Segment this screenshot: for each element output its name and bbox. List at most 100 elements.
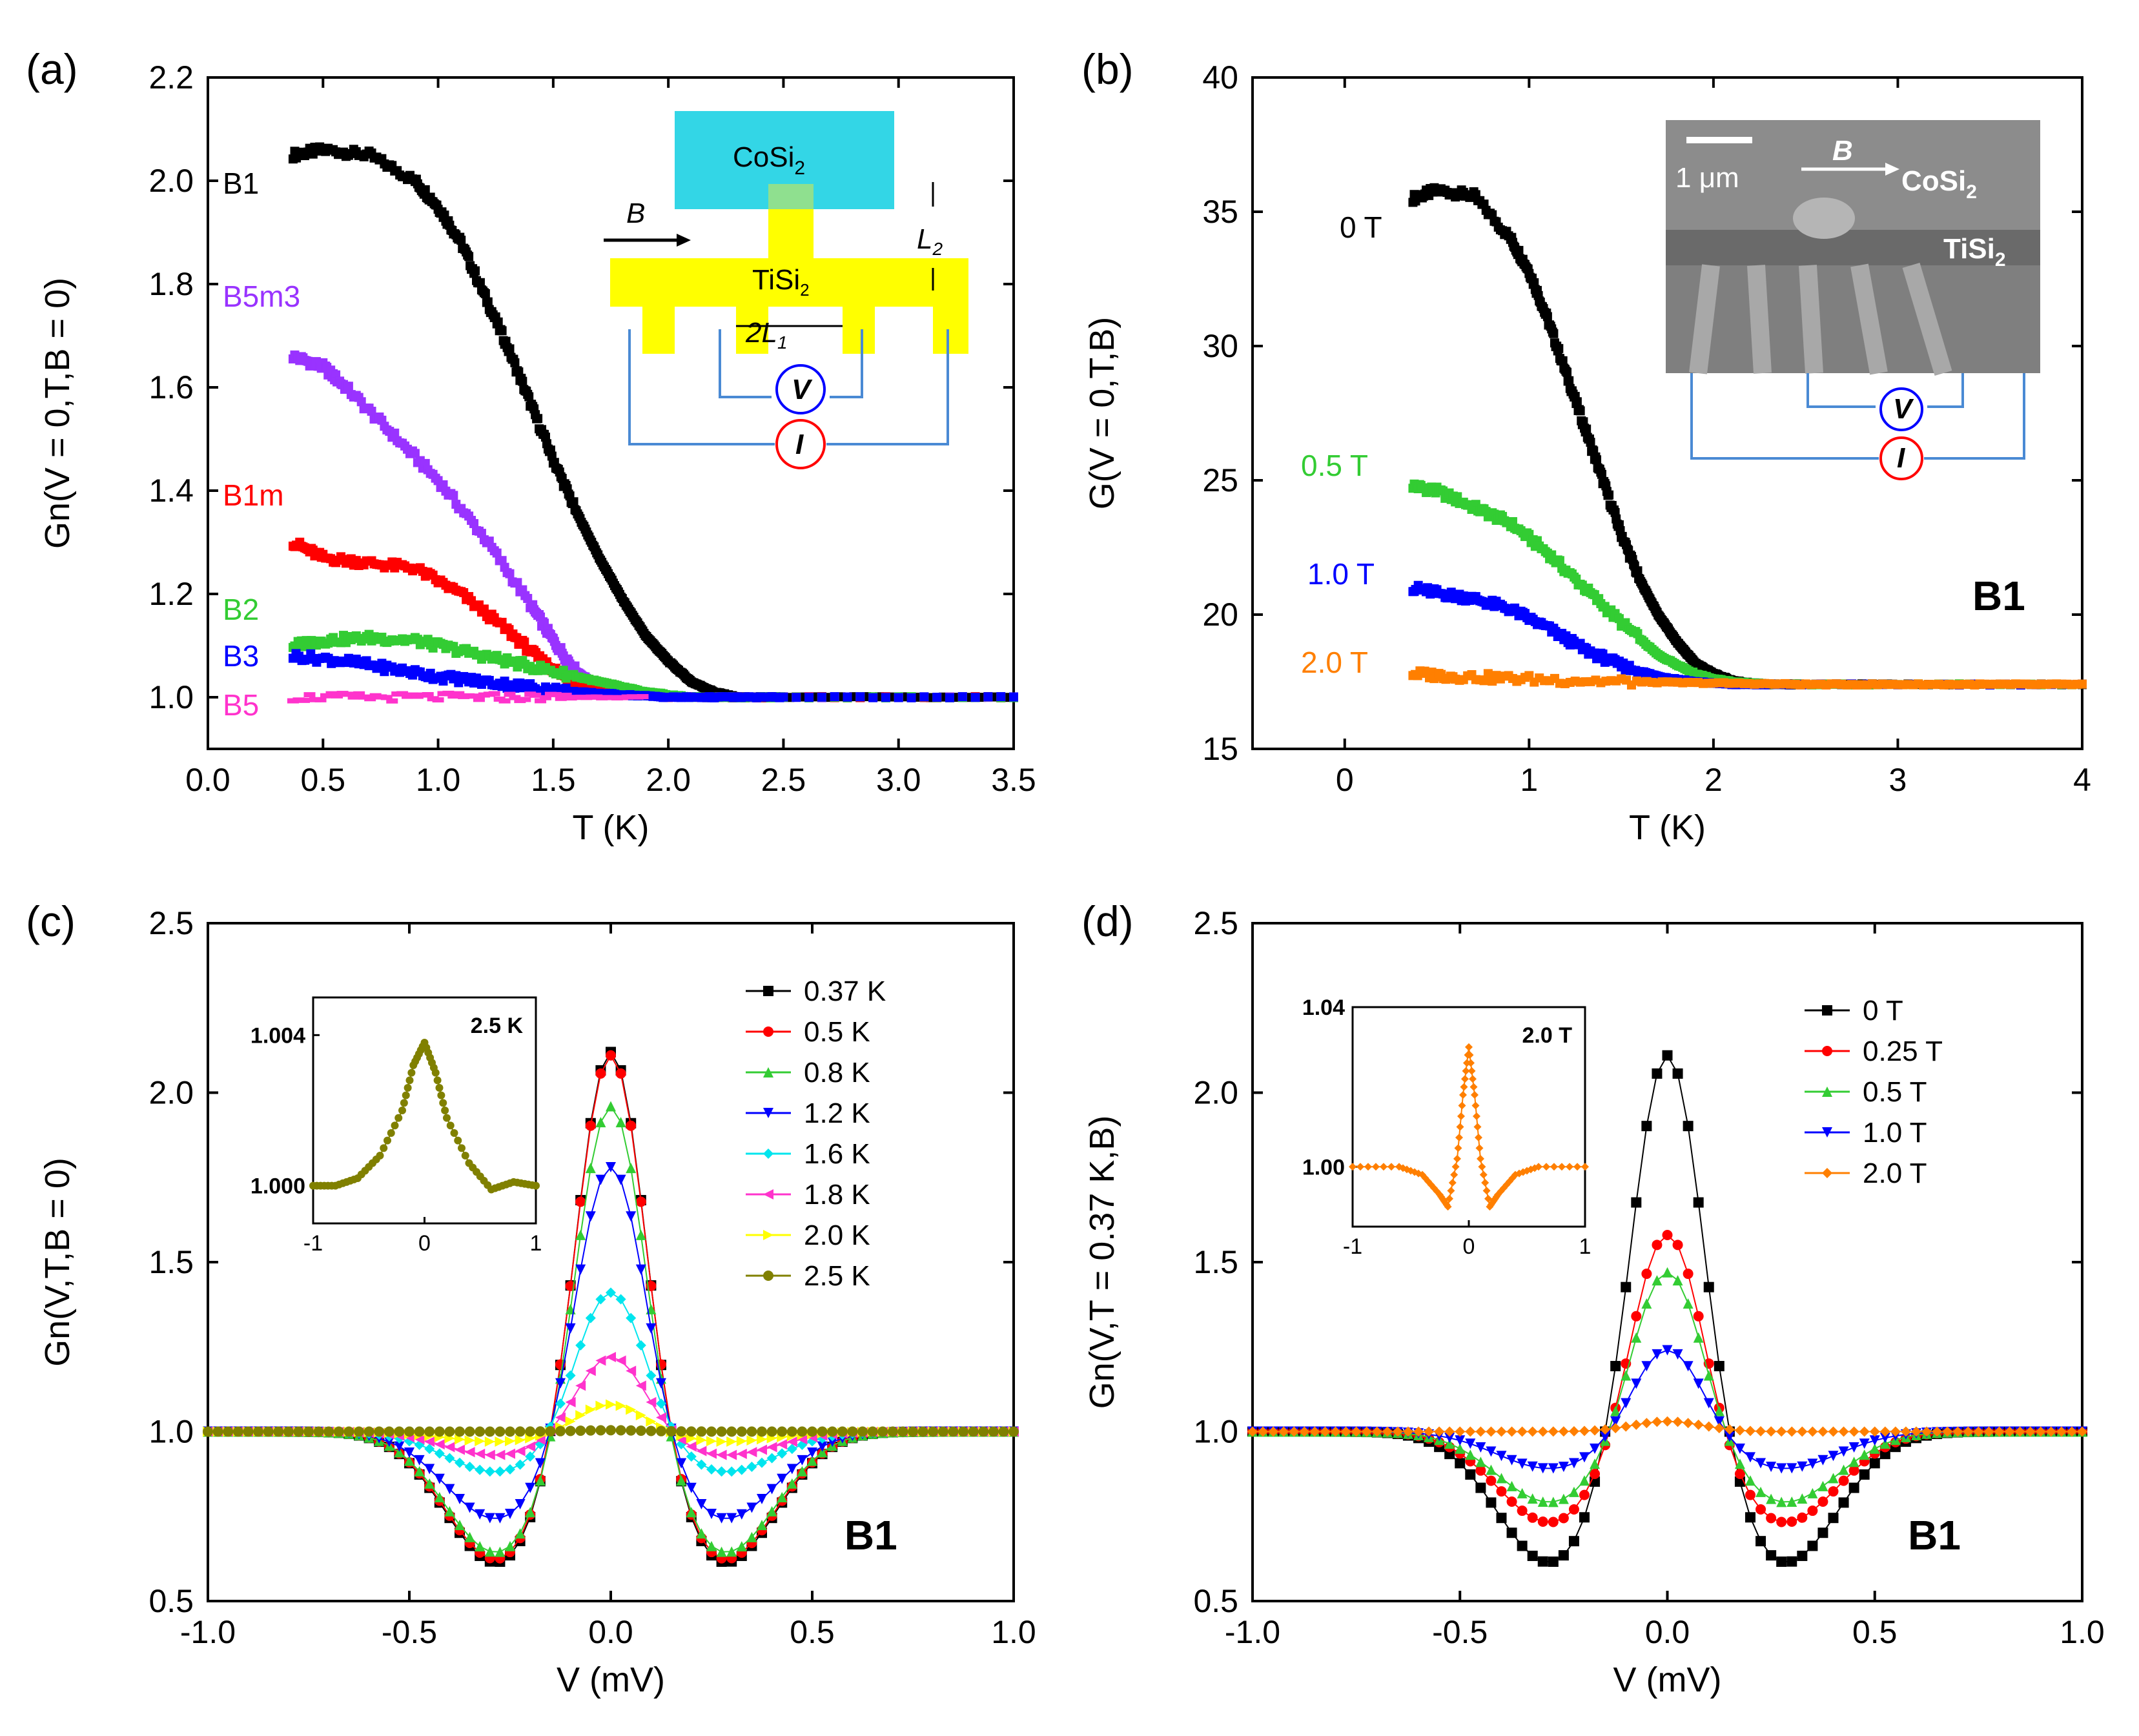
data-point <box>1621 1421 1632 1432</box>
device-schematic: CoSi2 TiSi2 B 2L1 L2 V I <box>604 111 968 469</box>
inset-point <box>1471 1101 1480 1110</box>
data-point <box>1568 1504 1579 1515</box>
data-point <box>706 1508 717 1519</box>
inset-point <box>1460 1083 1468 1091</box>
y-tick-label: 35 <box>1202 194 1238 230</box>
data-point <box>444 1506 455 1516</box>
inset-point <box>1450 1170 1458 1179</box>
data-point <box>937 1426 948 1437</box>
data-point <box>726 1436 737 1447</box>
data-point <box>1755 1458 1766 1469</box>
data-point <box>817 1447 828 1458</box>
data-point <box>1848 1442 1859 1453</box>
x-tick-label: 0.0 <box>588 1614 633 1650</box>
inset-point <box>1458 1101 1466 1110</box>
y-tick-label: 1.6 <box>148 369 194 405</box>
data-point <box>807 1426 817 1437</box>
data-point <box>223 1426 234 1437</box>
series-label: 0.5 T <box>1301 449 1368 482</box>
inset-point <box>439 1099 447 1107</box>
data-point <box>2014 1426 2025 1437</box>
sem-tisi2-bar <box>1666 230 2040 265</box>
data-point <box>736 1541 747 1552</box>
data-point <box>706 1436 717 1447</box>
data-point <box>293 1426 304 1437</box>
data-point <box>424 1436 435 1447</box>
data-point <box>1755 1536 1766 1547</box>
data-point <box>515 1528 526 1539</box>
data-point <box>726 1466 737 1477</box>
data-point <box>1455 1458 1466 1469</box>
data-point <box>1755 1486 1766 1497</box>
data-point <box>1745 1475 1755 1486</box>
data-point <box>519 697 531 702</box>
data-point <box>212 1426 223 1437</box>
inset-point <box>1455 1133 1463 1141</box>
data-point <box>1621 1282 1632 1292</box>
data-point <box>1465 1469 1476 1480</box>
series-B5 <box>287 690 649 704</box>
data-point <box>797 1426 808 1437</box>
data-point <box>968 1426 979 1437</box>
data-point <box>555 1378 566 1389</box>
data-point <box>881 693 890 702</box>
data-point <box>484 1449 495 1460</box>
data-point <box>525 1451 536 1462</box>
current-wire <box>628 329 949 445</box>
data-point <box>1838 1464 1849 1475</box>
sem-leads <box>1689 262 1952 376</box>
sem-cosi2-label: CoSi2 <box>1901 165 1977 203</box>
data-point <box>932 693 942 702</box>
data-point <box>635 1264 646 1275</box>
x-tick-label: -1.0 <box>1225 1614 1280 1650</box>
data-point <box>1527 1493 1538 1504</box>
data-point <box>347 694 360 700</box>
x-tick-label: 0.0 <box>1645 1614 1690 1650</box>
data-point <box>363 1426 374 1437</box>
data-point <box>996 692 1006 702</box>
data-point <box>529 692 542 698</box>
data-point <box>367 407 376 416</box>
data-point <box>1755 1426 1766 1437</box>
data-point <box>464 1426 475 1437</box>
data-point <box>646 1416 657 1427</box>
data-point <box>1662 1416 1673 1427</box>
data-point <box>1683 1121 1694 1132</box>
data-point <box>424 1444 435 1455</box>
inset-y-tick-label: 1.00 <box>1302 1155 1345 1179</box>
data-point <box>1734 1443 1745 1454</box>
data-point <box>786 1464 797 1475</box>
data-point <box>726 1513 737 1524</box>
inset-point <box>1479 1170 1488 1179</box>
inset-y-tick-label: 1.04 <box>1302 996 1345 1020</box>
series-label: B3 <box>223 639 259 673</box>
data-point <box>1683 1418 1694 1429</box>
data-point <box>1703 1370 1714 1381</box>
data-point <box>323 1426 334 1437</box>
data-point <box>1506 1480 1517 1491</box>
data-point <box>626 1425 637 1436</box>
data-point <box>555 1425 566 1436</box>
data-point <box>1652 1068 1663 1079</box>
data-point <box>716 1436 727 1447</box>
data-point <box>1527 1426 1538 1437</box>
data-point <box>384 1436 394 1447</box>
data-point <box>585 1120 596 1131</box>
data-point <box>1734 1458 1745 1469</box>
data-point <box>1517 1506 1528 1516</box>
data-point <box>1621 1398 1632 1409</box>
data-point <box>1382 1426 1393 1437</box>
data-point <box>1766 1513 1777 1524</box>
data-point <box>2035 1426 2046 1437</box>
data-point <box>442 690 455 696</box>
data-point <box>1455 1426 1466 1437</box>
data-point <box>342 691 354 697</box>
data-point <box>1672 1416 1683 1427</box>
data-point <box>757 1444 767 1455</box>
inset: -1 0 1 1.00 1.04 2.0 T <box>1302 996 1591 1259</box>
data-point <box>1911 1426 1921 1437</box>
data-point <box>1537 1496 1548 1507</box>
inset-point <box>1465 1043 1473 1051</box>
data-point <box>1703 1398 1714 1409</box>
inset-point <box>1446 1194 1453 1203</box>
